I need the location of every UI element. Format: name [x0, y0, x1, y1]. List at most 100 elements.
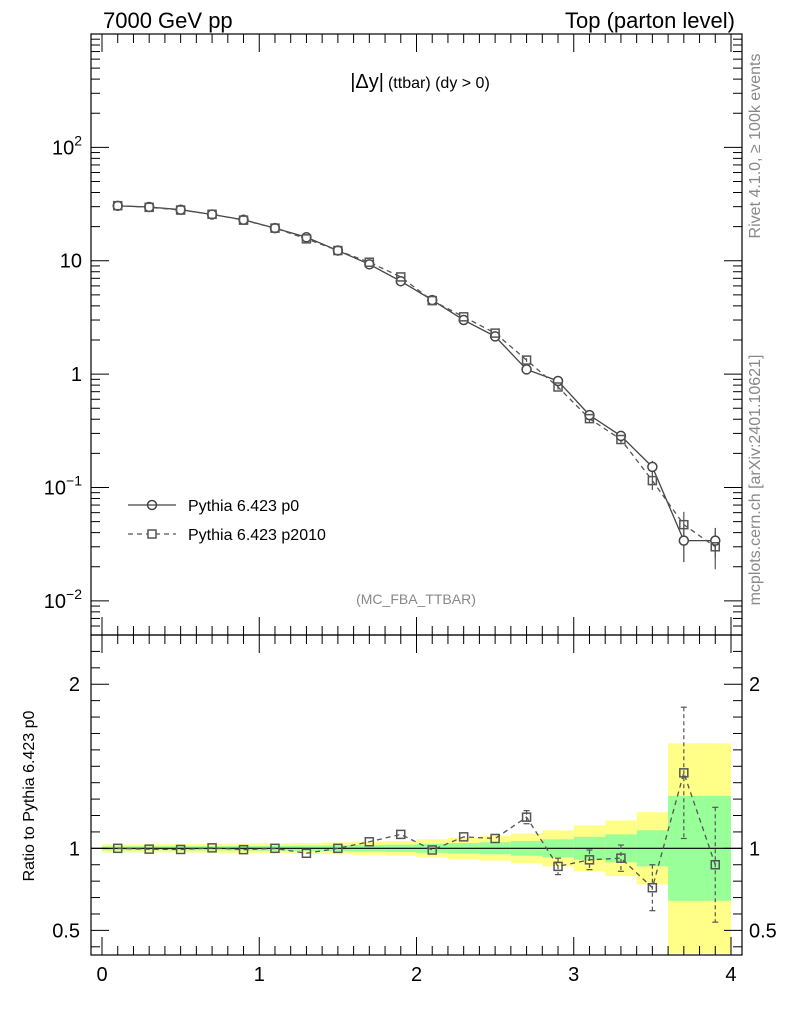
ratio-point-p2010: [553, 861, 563, 872]
main-x-ticks: [101, 34, 732, 635]
main-point-p0: [364, 259, 375, 270]
ratio-point-p2010: [175, 844, 186, 855]
main-point-p2010: [175, 205, 186, 215]
main-point-p2010: [521, 355, 532, 365]
ratio-point-p2010: [207, 843, 217, 853]
ratio-y-tick-label-left: 0.5: [52, 920, 80, 942]
main-point-p2010: [427, 295, 437, 306]
main-y-tick-label: 10: [60, 251, 82, 273]
main-y-tick-base: 10: [44, 477, 66, 499]
main-title-symbol: |Δy|: [350, 71, 384, 93]
ratio-series-line: [117, 770, 716, 889]
main-point-p0: [269, 222, 281, 234]
header-left: 7000 GeV pp: [103, 8, 233, 33]
main-point-p0: [332, 245, 344, 256]
ratio-y-ticks: [91, 650, 742, 948]
main-y-tick-exp: 2: [74, 132, 82, 148]
main-y-tick-base: 10: [60, 251, 82, 273]
ratio-y-tick-labels: 0.5 0.5 1 1 2 2: [52, 674, 777, 942]
rivet-label: Rivet 4.1.0, ≥ 100k events: [747, 54, 764, 239]
main-y-tick-label: 10−2: [44, 586, 82, 613]
main-title-sub: (ttbar) (dy > 0): [388, 75, 490, 92]
legend-marker-p0: [146, 499, 158, 511]
main-point-p2010: [238, 215, 249, 225]
legend: Pythia 6.423 p0 Pythia 6.423 p2010: [128, 498, 326, 544]
ratio-y-tick-label-left: 1: [69, 838, 80, 860]
ratio-y-tick-label-right: 0.5: [749, 920, 777, 942]
main-point-p0: [710, 535, 721, 546]
ratio-point-p2010: [427, 845, 437, 855]
main-point-p2010: [144, 202, 154, 213]
ratio-markers: [112, 768, 721, 893]
main-y-tick-base: 10: [52, 137, 74, 159]
ratio-point-p2010: [521, 812, 532, 822]
main-y-tick-base: 10: [44, 591, 66, 613]
main-point-p2010: [207, 209, 217, 220]
main-y-tick-exp: −1: [66, 472, 82, 488]
main-point-p2010: [396, 272, 406, 282]
main-point-p2010: [616, 434, 626, 445]
ratio-point-p2010: [238, 844, 249, 855]
main-point-p2010: [112, 200, 123, 211]
main-line-p0: [117, 205, 716, 542]
main-point-p0: [521, 364, 532, 375]
main-y-tick-base: 1: [71, 364, 82, 386]
ratio-point-p2010: [616, 853, 626, 863]
main-y-tick-label: 102: [52, 132, 82, 159]
ratio-point-p2010: [144, 844, 154, 854]
legend-marker-p2010: [147, 529, 157, 539]
ratio-point-p2010: [301, 848, 312, 859]
main-point-p2010: [364, 257, 375, 267]
main-point-p0: [552, 375, 564, 387]
ratio-ylabel: Ratio to Pythia 6.423 p0: [21, 711, 38, 882]
main-frame: [90, 33, 743, 636]
main-title: |Δy| (ttbar) (dy > 0): [350, 71, 490, 93]
analysis-tag: (MC_FBA_TTBAR): [356, 591, 476, 607]
main-point-p0: [647, 461, 658, 473]
mcplots-label: mcplots.cern.ch [arXiv:2401.10621]: [747, 355, 764, 606]
ratio-point-p2010: [364, 837, 375, 847]
main-y-tick-exp: −2: [66, 586, 82, 602]
ratio-x-tick-label: 0: [96, 964, 107, 986]
main-point-p2010: [270, 223, 280, 233]
ratio-frame: [90, 634, 743, 956]
ratio-x-tick-label: 4: [725, 964, 736, 986]
main-y-tick-label: 10−1: [44, 472, 82, 499]
main-series-lines: [117, 205, 716, 548]
main-point-p2010: [553, 382, 563, 392]
ratio-x-tick-labels: 0 1 2 3 4: [96, 964, 736, 986]
legend-label-p0: Pythia 6.423 p0: [188, 498, 299, 515]
ratio-point-p2010: [710, 859, 721, 870]
ratio-point-p2010: [396, 829, 406, 840]
header-right: Top (parton level): [565, 8, 735, 33]
main-point-p2010: [333, 245, 343, 256]
ratio-x-tick-label: 1: [254, 964, 265, 986]
main-point-p0: [458, 314, 469, 326]
main-y-ticks: [91, 33, 742, 636]
ratio-point-p2010: [490, 833, 500, 844]
ratio-x-tick-label: 3: [568, 964, 579, 986]
main-point-p2010: [647, 475, 658, 486]
ratio-point-p2010: [458, 832, 469, 842]
main-markers: [112, 200, 721, 552]
legend-label-p2010: Pythia 6.423 p2010: [188, 527, 326, 544]
ratio-y-tick-label-right: 2: [749, 674, 760, 696]
main-line-p2010: [117, 205, 716, 548]
ratio-point-p2010: [584, 855, 595, 865]
main-point-p2010: [584, 413, 595, 424]
main-y-tick-label: 1: [71, 364, 82, 386]
ratio-point-p2010: [647, 882, 658, 893]
ratio-point-p2010: [679, 768, 689, 778]
ratio-point-p2010: [333, 843, 343, 854]
main-point-p2010: [710, 542, 721, 552]
ratio-y-tick-label-right: 1: [749, 838, 760, 860]
main-point-p2010: [490, 328, 500, 338]
main-point-p2010: [301, 234, 312, 244]
ratio-y-tick-label-left: 2: [69, 674, 80, 696]
ratio-x-ticks: [101, 635, 732, 955]
ratio-point-p2010: [112, 843, 123, 854]
ratio-x-tick-label: 2: [411, 964, 422, 986]
